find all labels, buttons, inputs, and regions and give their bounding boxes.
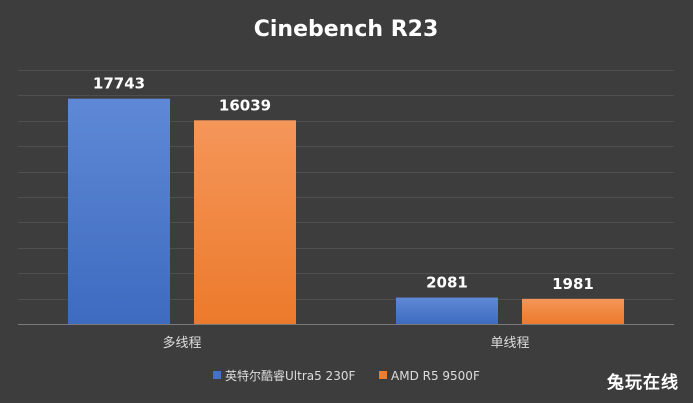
data-label: 2081 [426, 274, 468, 292]
bars [68, 98, 624, 324]
data-label: 17743 [93, 75, 145, 93]
legend-swatch [213, 371, 221, 379]
category-label: 单线程 [490, 336, 529, 351]
data-label: 16039 [219, 96, 271, 114]
legend: 英特尔酷睿Ultra5 230F AMD R5 9500F [213, 368, 480, 383]
data-labels: 17743 16039 2081 1981 [93, 75, 594, 293]
category-labels: 多线程 单线程 [162, 335, 529, 351]
bar-amd-1 [522, 298, 624, 324]
data-label: 1981 [552, 275, 594, 293]
legend-label: 英特尔酷睿Ultra5 230F [225, 368, 355, 383]
legend-swatch [379, 371, 387, 379]
bar-amd-0 [194, 120, 296, 324]
bar-intel-0 [68, 98, 170, 324]
watermark-logo: 兔玩在线 [607, 373, 679, 393]
bar-intel-1 [396, 297, 498, 324]
legend-label: AMD R5 9500F [391, 369, 480, 383]
category-label: 多线程 [162, 335, 201, 351]
chart-title: Cinebench R23 [254, 17, 439, 42]
